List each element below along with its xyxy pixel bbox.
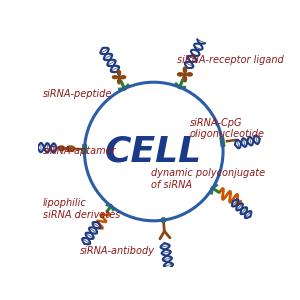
Circle shape [123,87,126,90]
Text: CELL: CELL [105,134,202,169]
Ellipse shape [118,79,121,84]
Text: dynamic polyconjugate
of siRNA: dynamic polyconjugate of siRNA [151,168,265,190]
Ellipse shape [187,73,192,76]
Ellipse shape [121,76,126,79]
Ellipse shape [112,76,117,79]
Circle shape [183,73,187,76]
Text: siRNA-aptamer: siRNA-aptamer [43,146,116,157]
Circle shape [110,205,112,207]
Ellipse shape [183,76,187,82]
Ellipse shape [118,70,121,76]
Circle shape [162,218,165,222]
Polygon shape [220,137,225,147]
Text: lipophilic
siRNA derivates: lipophilic siRNA derivates [43,199,120,220]
Text: siRNA-antibody: siRNA-antibody [80,246,155,256]
Circle shape [211,187,214,190]
Text: siRNA-CpG
oligonucleotide: siRNA-CpG oligonucleotide [190,118,265,139]
Ellipse shape [183,67,187,73]
Circle shape [118,76,121,79]
Circle shape [161,218,166,222]
Text: siRNA-receptor ligand: siRNA-receptor ligand [177,55,284,65]
Ellipse shape [178,73,183,76]
Text: siRNA-peptide: siRNA-peptide [43,89,112,99]
Circle shape [178,86,181,88]
Polygon shape [82,144,86,154]
